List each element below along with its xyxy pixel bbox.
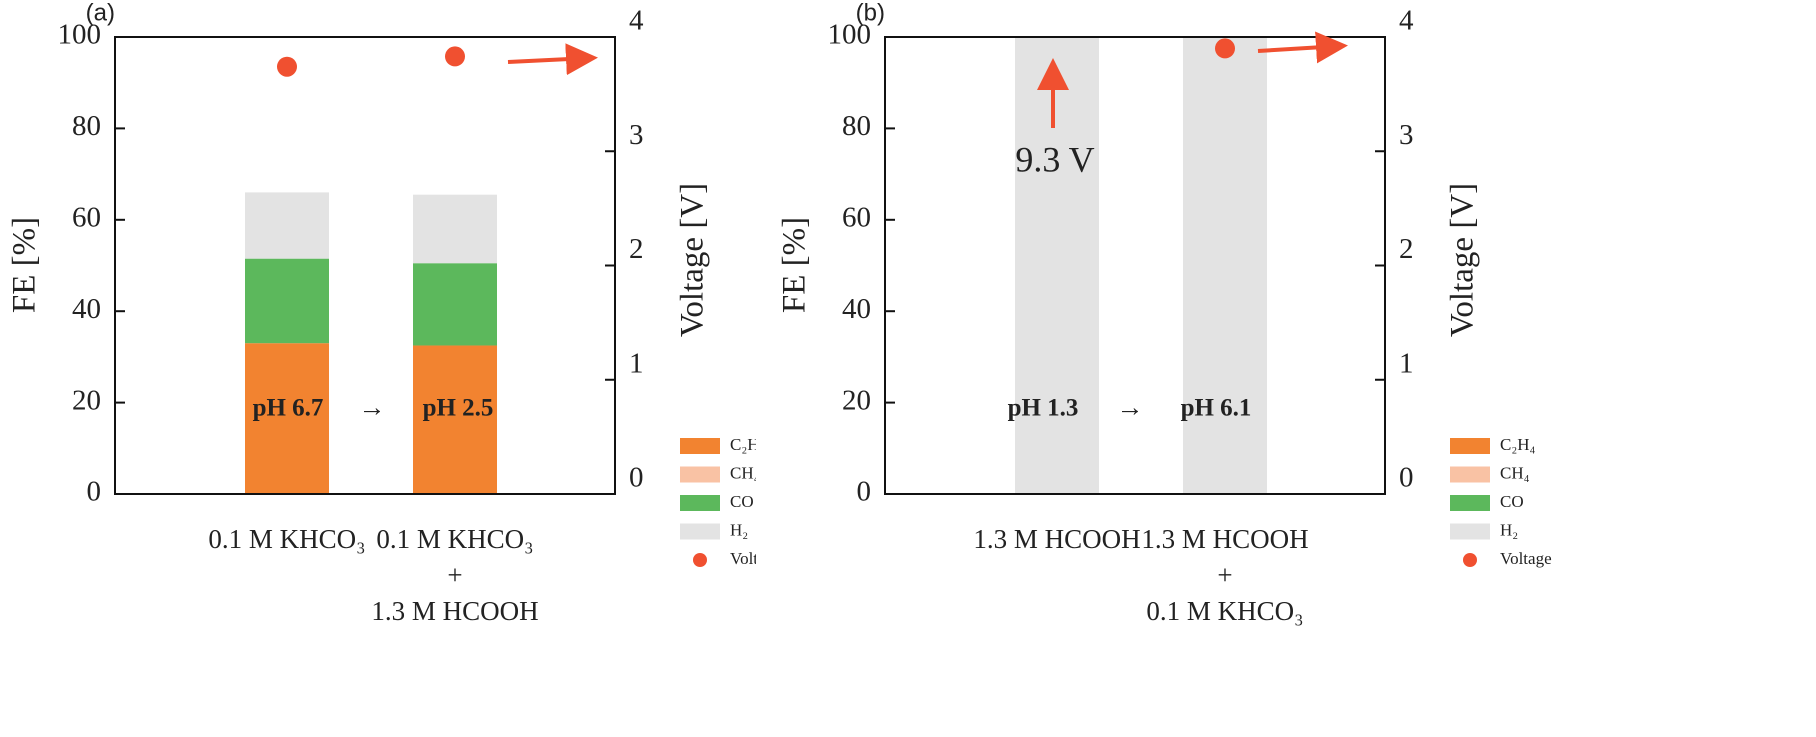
x-tick-label: 1.3 M HCOOH — [1141, 524, 1308, 554]
annotation: pH 6.7 — [253, 395, 324, 422]
annotation: pH 2.5 — [423, 395, 494, 422]
y-axis-label: FE [%] — [7, 217, 43, 313]
y2-tick-label: 0 — [1399, 462, 1414, 494]
legend-swatch — [680, 523, 720, 540]
y2-axis-label: Voltage [V] — [1445, 183, 1481, 337]
y-tick-label: 40 — [72, 293, 101, 325]
legend-label: CO — [730, 492, 754, 511]
legend-swatch — [1450, 438, 1490, 454]
legend-label: H₂ — [1500, 520, 1518, 539]
y2-tick-label: 3 — [1399, 119, 1414, 151]
legend-marker — [693, 553, 707, 567]
y-tick-label: 40 — [842, 293, 871, 325]
y2-tick-label: 0 — [629, 462, 644, 494]
y2-tick-label: 1 — [1399, 347, 1414, 379]
y-tick-label: 0 — [857, 476, 872, 508]
legend-clip: C₂H₄ CH₄ CO H₂ Voltage — [680, 435, 782, 568]
legend-swatch — [680, 438, 720, 454]
charts: (a)0.1 M KHCO₃ 0.1 M KHCO₃+1.3 M HCOOH020… — [7, 0, 1552, 626]
voltage-axis-arrow — [1257, 31, 1348, 64]
legend-label: CO — [1500, 492, 1524, 511]
bar-segment — [245, 192, 329, 259]
bar-segment — [413, 263, 497, 346]
bar-segment — [245, 343, 329, 494]
bar-segment — [1183, 37, 1267, 494]
y2-tick-label: 2 — [1399, 233, 1414, 265]
legend-swatch — [680, 495, 720, 511]
plot-frame — [884, 36, 1386, 495]
annotation: pH 6.1 — [1181, 395, 1252, 422]
x-tick-label: 1.3 M HCOOH — [973, 524, 1140, 554]
legend-label: CH₄ — [1500, 463, 1530, 482]
legend-marker — [1463, 553, 1477, 567]
y2-tick-label: 4 — [1399, 5, 1414, 37]
x-tick-label: + — [447, 560, 462, 590]
y-tick-label: 60 — [842, 201, 871, 233]
panel-label: (b) — [856, 0, 885, 26]
x-tick-label: 0.1 M KHCO₃ — [376, 524, 533, 554]
annotation: → — [1117, 392, 1144, 422]
x-tick-label: + — [1217, 560, 1232, 590]
y-tick-label: 60 — [72, 201, 101, 233]
y2-tick-label: 2 — [629, 233, 644, 265]
legend-label: Voltage — [730, 549, 782, 568]
voltage-point — [277, 56, 297, 77]
legend-swatch — [1450, 466, 1490, 483]
legend-label: C₂H₄ — [1500, 435, 1536, 454]
y-tick-label: 80 — [72, 110, 101, 142]
bar-segment — [413, 345, 497, 494]
bar-segment — [413, 194, 497, 264]
legend-swatch — [1450, 523, 1490, 540]
y-tick-label: 80 — [842, 110, 871, 142]
annotation: → — [359, 392, 386, 422]
legend-swatch — [1450, 495, 1490, 511]
y-tick-label: 100 — [828, 19, 872, 51]
y-tick-label: 0 — [87, 476, 102, 508]
bar-segment — [245, 258, 329, 344]
y-tick-label: 100 — [58, 19, 102, 51]
y-tick-label: 20 — [72, 384, 101, 416]
legend-label: C₂H₄ — [730, 435, 766, 454]
y-axis-label: FE [%] — [777, 217, 813, 313]
panel-label: (a) — [86, 0, 115, 26]
x-tick-label: 0.1 M KHCO₃ — [208, 524, 365, 554]
bar-segment — [1015, 37, 1099, 494]
voltage-point — [445, 46, 465, 67]
legend-label: H₂ — [730, 520, 748, 539]
legend-label: Voltage — [1500, 549, 1552, 568]
y-tick-label: 20 — [842, 384, 871, 416]
y2-tick-label: 1 — [629, 347, 644, 379]
y2-tick-label: 4 — [629, 5, 644, 37]
annotation: pH 1.3 — [1008, 395, 1079, 422]
voltage-axis-arrow — [507, 43, 598, 76]
legend-swatch — [680, 466, 720, 483]
plot-frame — [114, 36, 616, 495]
y2-axis-label: Voltage [V] — [675, 183, 711, 337]
x-tick-label: 1.3 M HCOOH — [371, 596, 538, 626]
annotation: 9.3 V — [1015, 139, 1094, 179]
y2-tick-label: 3 — [629, 119, 644, 151]
voltage-point — [1215, 38, 1235, 59]
x-tick-label: 0.1 M KHCO₃ — [1146, 596, 1303, 626]
legend-label: CH₄ — [730, 463, 760, 482]
